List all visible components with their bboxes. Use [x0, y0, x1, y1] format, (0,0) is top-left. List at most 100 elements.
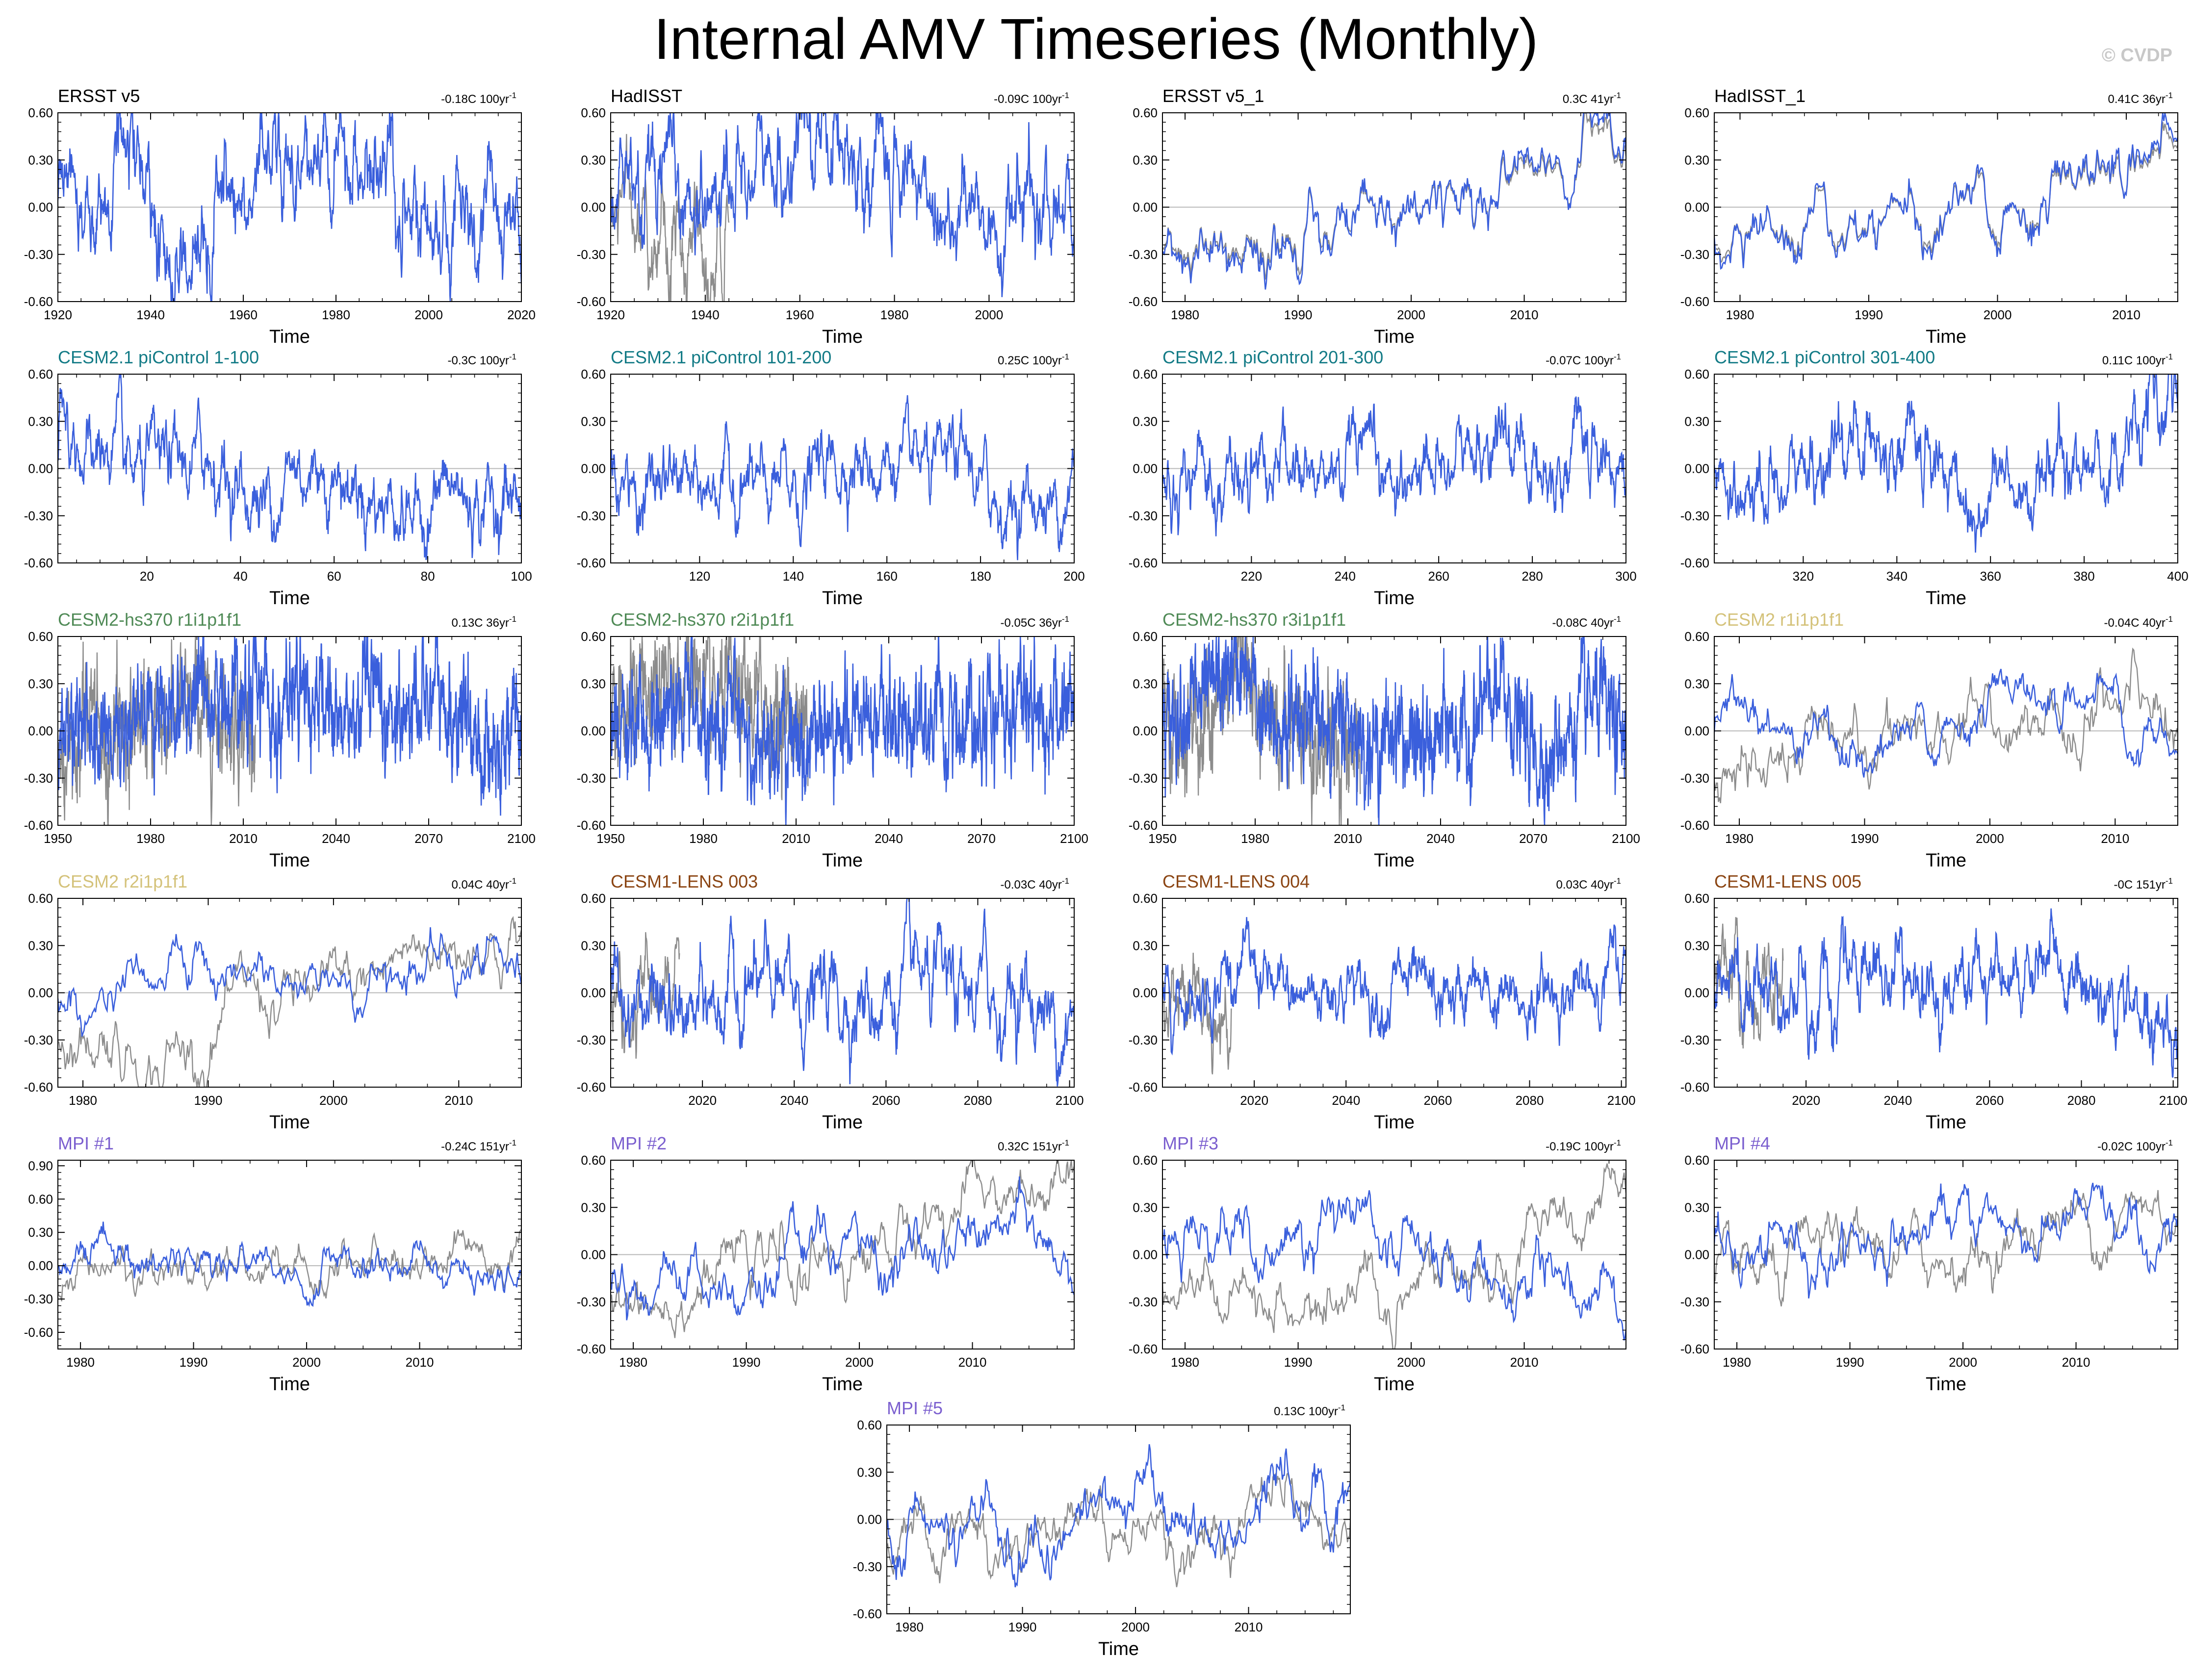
trend-label: 0.13C 36yr-1 — [451, 614, 516, 630]
trend-exponent: -1 — [2166, 876, 2173, 886]
x-tick-label: 260 — [1428, 569, 1449, 584]
x-tick-label: 360 — [1980, 569, 2001, 584]
y-tick-label: 0.00 — [1133, 200, 1158, 215]
x-tick-label: 1980 — [880, 307, 909, 322]
x-tick-label: 1980 — [1171, 307, 1199, 322]
y-tick-label: -0.60 — [577, 294, 606, 309]
model-series-line — [611, 1176, 1074, 1321]
x-tick-label: 2010 — [229, 831, 258, 846]
x-tick-label: 2040 — [780, 1093, 808, 1108]
x-tick-label: 200 — [1063, 569, 1084, 584]
x-tick-label: 2060 — [872, 1093, 900, 1108]
x-tick-label: 100 — [511, 569, 532, 584]
trend-exponent: -1 — [509, 352, 516, 361]
y-tick-label: 0.00 — [1684, 986, 1709, 1000]
panel-title: HadISST_1 — [1714, 86, 1805, 106]
y-tick-label: -0.60 — [1680, 1342, 1709, 1356]
model-series-line — [611, 636, 1074, 825]
trend-label: -0.04C 40yr-1 — [2104, 614, 2173, 630]
trend-label: -0.09C 100yr-1 — [994, 91, 1069, 106]
model-series-line — [611, 395, 1074, 560]
y-tick-label: 0.30 — [581, 1200, 606, 1215]
x-tick-label: 240 — [1335, 569, 1356, 584]
x-tick-label: 2000 — [414, 307, 443, 322]
trend-label: -0.24C 151yr-1 — [441, 1138, 516, 1153]
x-axis-label: Time — [1374, 588, 1415, 609]
cvdp-watermark: © CVDP — [2101, 45, 2172, 66]
model-series-line — [1714, 113, 2178, 270]
y-tick-label: -0.60 — [1129, 818, 1158, 833]
trend-exponent: -1 — [509, 614, 516, 624]
trend-exponent: -1 — [2166, 614, 2173, 624]
y-tick-label: 0.30 — [1684, 153, 1709, 167]
trend-exponent: -1 — [2166, 352, 2173, 361]
model-series-line — [1162, 636, 1626, 825]
chart-panel: HadISST -0.09C 100yr-1 0.60 0.30 0.00 -0.30 -0… — [577, 86, 1075, 347]
y-tick-label: -0.60 — [1129, 294, 1158, 309]
chart-panel: MPI #3 -0.19C 100yr-1 0.60 0.30 0.00 -0.30 -0.… — [1129, 1133, 1626, 1395]
chart-panel: MPI #1 -0.24C 151yr-1 0.90 0.60 0.30 0.00 -0.3… — [24, 1133, 522, 1395]
y-tick-label: -0.60 — [1680, 1080, 1709, 1095]
y-tick-label: 0.30 — [581, 676, 606, 691]
model-series-line — [58, 1222, 521, 1307]
x-tick-label: 1940 — [691, 307, 720, 322]
y-tick-label: -0.60 — [24, 556, 53, 570]
trend-label: -0.05C 36yr-1 — [1000, 614, 1069, 630]
y-tick-label: -0.60 — [853, 1606, 882, 1621]
x-tick-label: 1960 — [229, 307, 258, 322]
x-tick-label: 340 — [1886, 569, 1908, 584]
x-tick-label: 1920 — [596, 307, 625, 322]
y-tick-label: 0.30 — [28, 676, 53, 691]
page-title: Internal AMV Timeseries (Monthly) — [653, 7, 1539, 72]
chart-panel: CESM2.1 piControl 201-300 -0.07C 100yr-1 0… — [1129, 347, 1637, 609]
chart-panel: CESM1-LENS 005 -0C 151yr-1 0.60 0.30 0.00 -0.… — [1680, 871, 2188, 1133]
y-tick-label: 0.00 — [28, 1258, 53, 1273]
y-tick-label: 0.00 — [28, 986, 53, 1000]
x-tick-label: 1980 — [1241, 831, 1269, 846]
panel-title: MPI #4 — [1714, 1133, 1770, 1153]
chart-panel: ERSST v5 -0.18C 100yr-1 0.60 0.30 0.00 -0.30 -… — [24, 86, 536, 347]
x-tick-label: 2010 — [2062, 1355, 2090, 1370]
panel-title: ERSST v5_1 — [1162, 86, 1264, 106]
x-tick-label: 1990 — [1008, 1620, 1037, 1634]
trend-exponent: -1 — [509, 876, 516, 886]
y-tick-label: -0.30 — [1129, 1295, 1158, 1309]
chart-panel: CESM2-hs370 r3i1p1f1 -0.08C 40yr-1 0.60 0.3… — [1129, 610, 1640, 871]
x-tick-label: 2010 — [444, 1093, 473, 1108]
obs-series-line — [1714, 917, 1784, 1049]
y-tick-label: 0.60 — [1684, 891, 1709, 906]
y-tick-label: -0.60 — [1129, 556, 1158, 570]
y-tick-label: -0.30 — [1129, 1033, 1158, 1047]
x-tick-label: 2000 — [1397, 1355, 1425, 1370]
panel-title: CESM2.1 piControl 201-300 — [1162, 347, 1383, 367]
panel-title: CESM2-hs370 r1i1p1f1 — [58, 610, 241, 630]
y-tick-label: 0.60 — [1684, 1153, 1709, 1168]
y-tick-label: -0.60 — [1129, 1080, 1158, 1095]
trend-exponent: -1 — [509, 91, 516, 100]
x-tick-label: 2010 — [782, 831, 810, 846]
panel-title: CESM2 r2i1p1f1 — [58, 871, 187, 891]
y-tick-label: 0.60 — [581, 367, 606, 382]
x-tick-label: 1980 — [136, 831, 165, 846]
x-tick-label: 1950 — [44, 831, 72, 846]
y-tick-label: -0.30 — [1129, 247, 1158, 262]
x-axis-label: Time — [269, 1374, 310, 1395]
x-tick-label: 2100 — [1056, 1093, 1084, 1108]
x-axis-label: Time — [822, 588, 863, 609]
x-tick-label: 2010 — [1235, 1620, 1263, 1634]
y-tick-label: -0.30 — [24, 771, 53, 786]
trend-label: -0.3C 100yr-1 — [447, 352, 516, 367]
y-tick-label: -0.60 — [577, 1342, 606, 1356]
obs-series-line — [1162, 113, 1626, 280]
y-tick-label: 0.00 — [1684, 1247, 1709, 1262]
model-series-line — [1714, 668, 2178, 778]
y-tick-label: 0.00 — [581, 200, 606, 215]
model-series-line — [1162, 1190, 1626, 1341]
trend-label: -0.08C 40yr-1 — [1552, 614, 1621, 630]
chart-panel: CESM1-LENS 004 0.03C 40yr-1 0.60 0.30 0.00 -0… — [1129, 871, 1636, 1133]
x-tick-label: 2010 — [2112, 307, 2140, 322]
x-tick-label: 2040 — [322, 831, 350, 846]
x-tick-label: 2070 — [967, 831, 996, 846]
trend-exponent: -1 — [1062, 352, 1069, 361]
trend-exponent: -1 — [1062, 614, 1069, 624]
